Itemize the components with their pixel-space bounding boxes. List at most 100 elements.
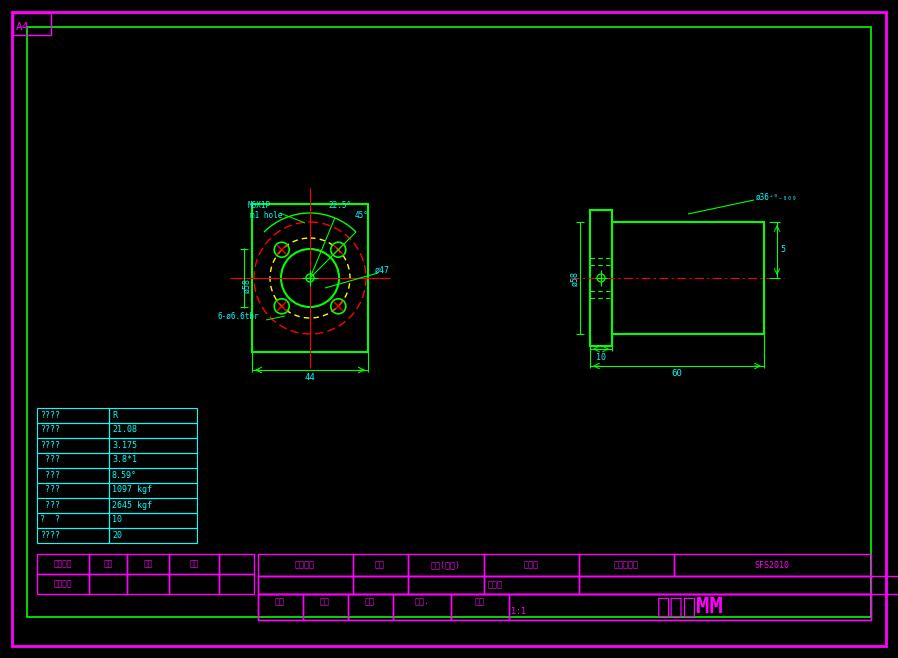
Text: 6-ø6.6tbr: 6-ø6.6tbr [218, 311, 260, 320]
Bar [37, 513, 109, 528]
Bar [252, 204, 368, 352]
Bar [89, 574, 127, 594]
Text: 5: 5 [780, 245, 785, 255]
Text: ????: ???? [40, 530, 60, 540]
Text: 图号：: 图号： [524, 561, 539, 570]
Bar [258, 576, 871, 594]
Bar [484, 576, 579, 594]
Text: 22.5°: 22.5° [328, 201, 351, 211]
Bar [13, 13, 51, 35]
Text: 1097 kgf: 1097 kgf [112, 486, 152, 495]
Bar [258, 554, 353, 576]
Text: ????: ???? [40, 411, 60, 420]
Bar [612, 222, 764, 334]
Text: ???: ??? [40, 501, 60, 509]
Bar [109, 453, 197, 468]
Text: 8.59°: 8.59° [112, 470, 137, 480]
Bar [258, 594, 871, 620]
Text: ???: ??? [40, 486, 60, 495]
Text: ?  ?: ? ? [40, 515, 60, 524]
Text: ????: ???? [40, 440, 60, 449]
Text: 1:1: 1:1 [510, 607, 525, 615]
Text: 日期: 日期 [375, 561, 385, 570]
Text: 3.175: 3.175 [112, 440, 137, 449]
Bar [37, 453, 109, 468]
Bar [127, 574, 169, 594]
Text: A4: A4 [16, 22, 30, 32]
Bar [109, 513, 197, 528]
Text: 审核: 审核 [365, 597, 375, 607]
Bar [37, 438, 109, 453]
Bar [674, 554, 871, 576]
Text: 设计: 设计 [320, 597, 330, 607]
Text: ???: ??? [40, 455, 60, 465]
Text: ø58: ø58 [242, 278, 251, 293]
Text: ø58: ø58 [570, 270, 579, 286]
Text: 客户确认: 客户确认 [54, 580, 72, 588]
Text: 材料：: 材料： [488, 580, 503, 590]
Bar [109, 408, 197, 423]
Bar [219, 574, 254, 594]
Text: M6X1P: M6X1P [248, 201, 271, 211]
Text: 60: 60 [672, 370, 682, 378]
Bar [109, 483, 197, 498]
Bar [127, 554, 169, 574]
Bar [303, 594, 348, 620]
Text: 更改标记: 更改标记 [54, 559, 72, 569]
Bar [37, 423, 109, 438]
Bar [37, 468, 109, 483]
Bar [37, 408, 109, 423]
Text: 制图: 制图 [275, 597, 285, 607]
Bar [109, 468, 197, 483]
Bar [579, 554, 674, 576]
Text: 签名: 签名 [189, 559, 198, 569]
Text: 客户名称: 客户名称 [295, 561, 315, 570]
Text: ???: ??? [40, 470, 60, 480]
Bar [109, 438, 197, 453]
Bar [169, 574, 219, 594]
Text: ø47: ø47 [375, 265, 390, 274]
Bar [408, 554, 484, 576]
Bar [37, 528, 109, 543]
Bar [408, 576, 484, 594]
Text: 日期: 日期 [144, 559, 153, 569]
Text: 存档图号：: 存档图号： [613, 561, 638, 570]
Text: SFS2010: SFS2010 [754, 561, 789, 570]
Bar [348, 594, 393, 620]
Bar [353, 554, 408, 576]
Text: R: R [112, 411, 117, 420]
Bar [393, 594, 451, 620]
Text: 比例: 比例 [475, 597, 485, 607]
Text: 3.8*1: 3.8*1 [112, 455, 137, 465]
Text: 21.08: 21.08 [112, 426, 137, 434]
Bar [89, 554, 127, 574]
Text: ø36⁺⁰₋₀₀₉: ø36⁺⁰₋₀₀₉ [756, 193, 797, 201]
Bar [109, 498, 197, 513]
Bar [258, 594, 303, 620]
Text: 44: 44 [304, 374, 315, 382]
Bar [37, 483, 109, 498]
Bar [169, 554, 219, 574]
Bar [484, 554, 579, 576]
Bar [37, 498, 109, 513]
Text: 视角.: 视角. [415, 597, 429, 607]
Bar [109, 423, 197, 438]
Bar [109, 528, 197, 543]
Text: m1 hole: m1 hole [250, 211, 282, 220]
Text: 单位：MM: 单位：MM [656, 597, 724, 617]
Text: ????: ???? [40, 426, 60, 434]
Bar [258, 576, 353, 594]
Bar [27, 27, 871, 617]
Text: 45°: 45° [355, 211, 369, 220]
Bar [451, 594, 509, 620]
Text: 10: 10 [112, 515, 122, 524]
Bar [579, 576, 898, 594]
Text: 处处: 处处 [103, 559, 112, 569]
Bar [353, 576, 408, 594]
Bar [37, 574, 89, 594]
Text: 数量(单台): 数量(单台) [431, 561, 461, 570]
Bar [219, 554, 254, 574]
Text: 2645 kgf: 2645 kgf [112, 501, 152, 509]
Bar [590, 210, 612, 346]
Bar [37, 554, 89, 574]
